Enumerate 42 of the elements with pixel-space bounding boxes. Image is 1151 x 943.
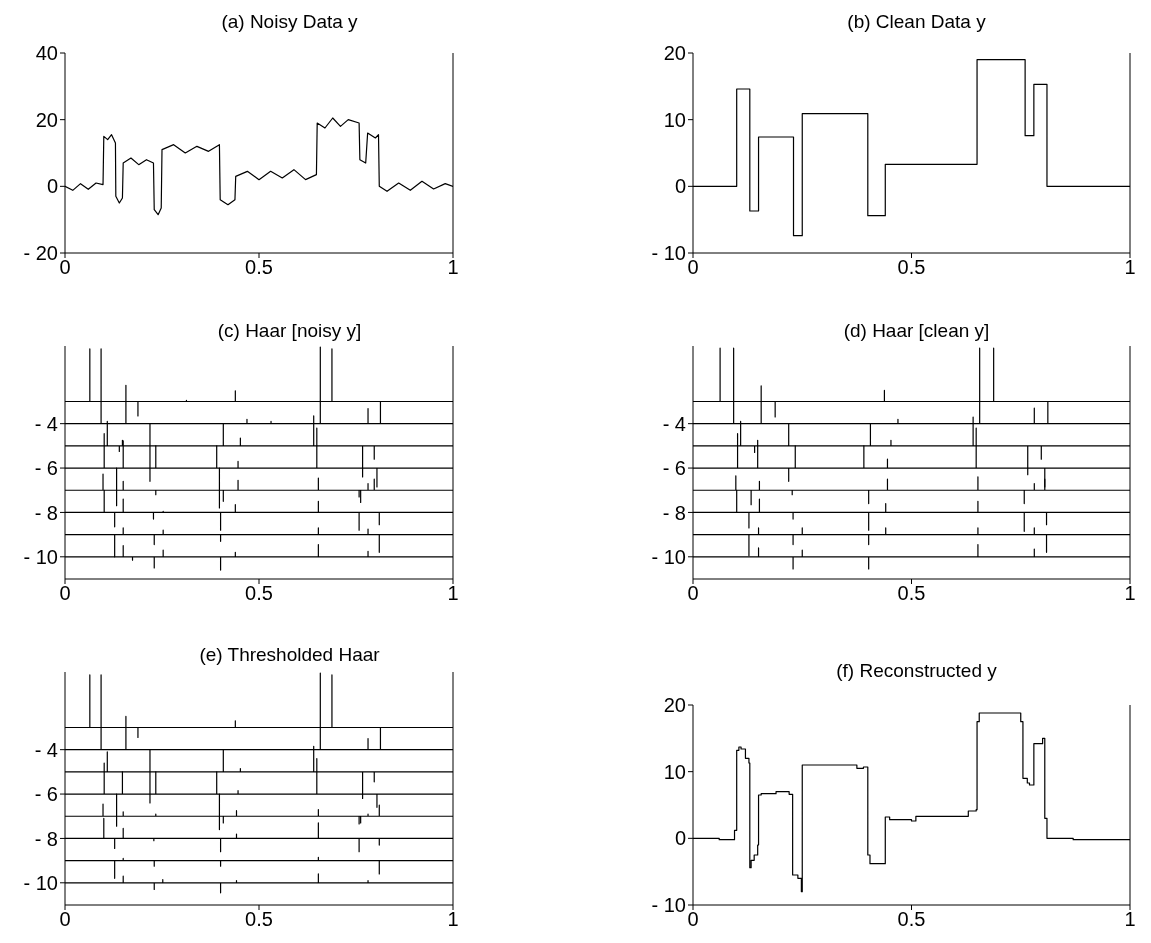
y-tick-label: - 20 <box>23 242 58 265</box>
y-tick-label: - 10 <box>651 545 686 568</box>
y-tick-label: - 10 <box>23 545 58 568</box>
y-tick-label: 0 <box>674 175 686 198</box>
y-tick-label: 20 <box>663 694 686 717</box>
x-tick-label: 0.5 <box>245 908 273 931</box>
x-tick-label: 0.5 <box>245 256 273 279</box>
y-tick-label: 20 <box>35 108 58 131</box>
x-tick-label: 1 <box>1124 256 1136 279</box>
chart-title: (a) Noisy Data y <box>220 11 359 33</box>
chart-title: (e) Thresholded Haar <box>198 644 381 666</box>
chart-title: (f) Reconstructed y <box>835 660 998 682</box>
x-tick-label: 0.5 <box>245 582 273 605</box>
y-tick-label: 0 <box>674 827 686 850</box>
y-tick-label: - 6 <box>34 457 58 480</box>
y-tick-label: - 10 <box>23 871 58 894</box>
y-tick-label: - 6 <box>662 457 686 480</box>
y-tick-label: - 4 <box>34 738 58 761</box>
y-tick-label: - 8 <box>34 827 58 850</box>
y-tick-label: 10 <box>663 760 686 783</box>
y-tick-label: - 4 <box>662 412 686 435</box>
x-tick-label: 1 <box>1124 908 1136 931</box>
y-tick-label: - 10 <box>651 894 686 917</box>
y-tick-label: - 8 <box>662 501 686 524</box>
y-tick-label: - 8 <box>34 501 58 524</box>
y-tick-label: 40 <box>35 42 58 65</box>
x-tick-label: 0.5 <box>897 582 926 605</box>
x-tick-label: 1 <box>447 256 459 279</box>
x-tick-label: 1 <box>447 908 459 931</box>
x-tick-label: 0.5 <box>897 256 926 279</box>
y-tick-label: 0 <box>46 175 58 198</box>
y-tick-label: - 4 <box>34 412 58 435</box>
y-tick-label: 10 <box>663 108 686 131</box>
y-tick-label: 20 <box>663 42 686 65</box>
chart-title: (d) Haar [clean y] <box>842 320 991 342</box>
chart-title: (b) Clean Data y <box>846 11 987 33</box>
y-tick-label: - 6 <box>34 783 58 806</box>
chart-title: (c) Haar [noisy y] <box>216 320 363 342</box>
x-tick-label: 1 <box>1124 582 1136 605</box>
x-tick-label: 0.5 <box>897 908 926 931</box>
y-tick-label: - 10 <box>651 242 686 265</box>
x-tick-label: 1 <box>447 582 459 605</box>
